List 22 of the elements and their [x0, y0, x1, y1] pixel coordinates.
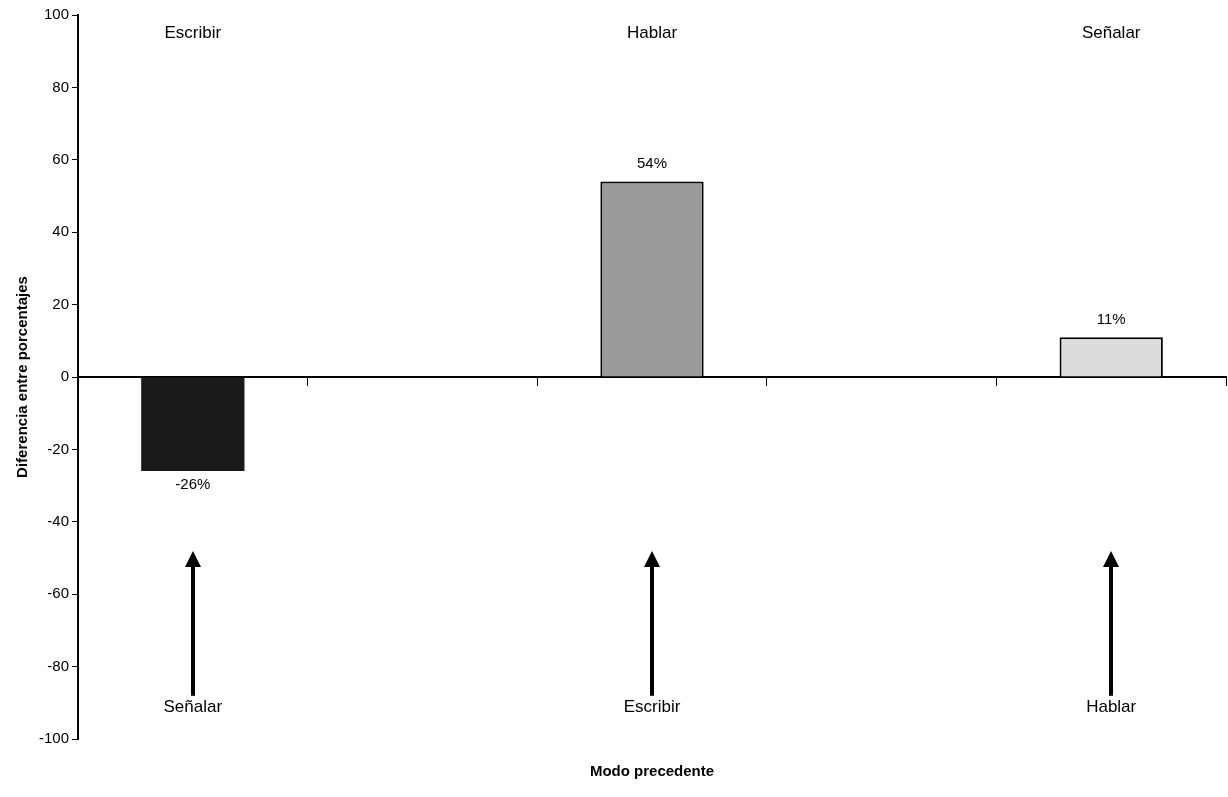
annotation: Hablar: [1086, 696, 1137, 716]
y-axis-title: Diferencia entre porcentajes: [13, 276, 31, 478]
annotation: Señalar: [163, 696, 223, 716]
x-axis-title: Modo precedente: [589, 762, 715, 780]
y-tick-label: 0: [60, 367, 70, 385]
data-label: 54%: [637, 154, 668, 172]
annotation: Escribir: [623, 696, 681, 716]
y-tick-label: 40: [52, 222, 70, 240]
y-tick-label: -40: [47, 511, 70, 529]
y-tick-label: -60: [47, 584, 70, 602]
y-tick-label: 60: [52, 149, 70, 167]
y-tick-label: 100: [43, 5, 70, 23]
y-tick-label: 80: [52, 77, 70, 95]
y-tick-label: 20: [52, 294, 70, 312]
data-label: 11%: [1096, 309, 1126, 327]
annotation: Señalar: [1081, 22, 1141, 42]
annotation: Hablar: [626, 22, 678, 42]
y-tick-label: -80: [47, 656, 70, 674]
data-label: -26%: [175, 474, 211, 492]
y-tick-label: -20: [47, 439, 70, 457]
annotation: Escribir: [164, 22, 222, 42]
y-tick-label: -100: [38, 729, 70, 747]
